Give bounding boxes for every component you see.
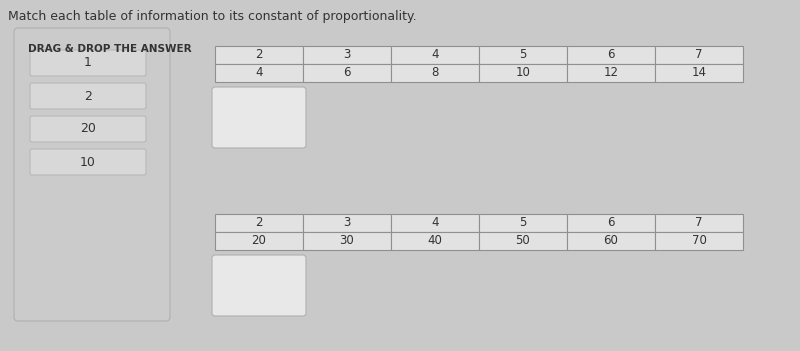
Text: 60: 60 <box>603 234 618 247</box>
FancyBboxPatch shape <box>30 116 146 142</box>
Bar <box>479 232 567 250</box>
Text: 3: 3 <box>343 48 350 61</box>
Text: 4: 4 <box>431 48 438 61</box>
Text: 5: 5 <box>519 217 526 230</box>
Bar <box>303 232 391 250</box>
FancyBboxPatch shape <box>212 255 306 316</box>
Bar <box>567 232 655 250</box>
Bar <box>655 46 743 64</box>
Text: 12: 12 <box>603 66 618 79</box>
FancyBboxPatch shape <box>30 83 146 109</box>
Bar <box>215 214 303 232</box>
Bar <box>215 64 303 82</box>
Text: 30: 30 <box>340 234 354 247</box>
FancyBboxPatch shape <box>212 87 306 148</box>
Bar <box>215 232 303 250</box>
FancyBboxPatch shape <box>14 28 170 321</box>
Text: 6: 6 <box>607 48 614 61</box>
Text: 4: 4 <box>431 217 438 230</box>
Bar <box>567 214 655 232</box>
Text: 6: 6 <box>607 217 614 230</box>
Text: 10: 10 <box>80 155 96 168</box>
Bar <box>391 64 479 82</box>
Text: 20: 20 <box>251 234 266 247</box>
Text: 8: 8 <box>431 66 438 79</box>
Bar <box>567 46 655 64</box>
Bar <box>479 214 567 232</box>
Text: 20: 20 <box>80 122 96 135</box>
Text: 2: 2 <box>255 48 262 61</box>
Bar <box>303 64 391 82</box>
Text: 6: 6 <box>343 66 350 79</box>
Text: Match each table of information to its constant of proportionality.: Match each table of information to its c… <box>8 10 417 23</box>
Bar <box>655 64 743 82</box>
Bar <box>655 214 743 232</box>
Text: 2: 2 <box>255 217 262 230</box>
Bar <box>215 46 303 64</box>
Text: 50: 50 <box>516 234 530 247</box>
Text: 10: 10 <box>515 66 530 79</box>
Bar <box>479 64 567 82</box>
Bar <box>567 64 655 82</box>
Bar <box>303 46 391 64</box>
Bar <box>391 46 479 64</box>
Text: 14: 14 <box>691 66 706 79</box>
Text: 3: 3 <box>343 217 350 230</box>
Text: 7: 7 <box>695 48 702 61</box>
Bar <box>391 214 479 232</box>
Text: 7: 7 <box>695 217 702 230</box>
Text: 2: 2 <box>84 90 92 102</box>
Bar <box>391 232 479 250</box>
FancyBboxPatch shape <box>30 50 146 76</box>
Text: 70: 70 <box>691 234 706 247</box>
Bar <box>655 232 743 250</box>
Text: 5: 5 <box>519 48 526 61</box>
Text: DRAG & DROP THE ANSWER: DRAG & DROP THE ANSWER <box>28 44 192 54</box>
FancyBboxPatch shape <box>30 149 146 175</box>
Text: 40: 40 <box>427 234 442 247</box>
Bar <box>479 46 567 64</box>
Text: 4: 4 <box>255 66 262 79</box>
Bar <box>303 214 391 232</box>
Text: 1: 1 <box>84 57 92 69</box>
